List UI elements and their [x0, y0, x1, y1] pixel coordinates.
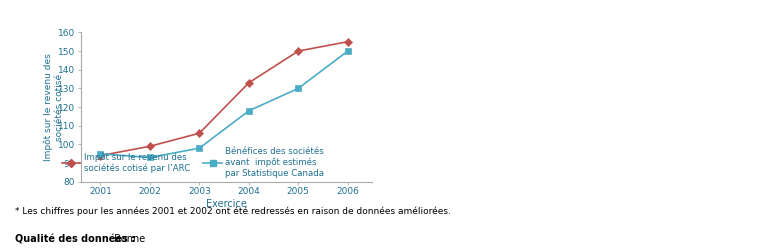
Text: * Les chiffres pour les années 2001 et 2002 ont été redressés en raison de donné: * Les chiffres pour les années 2001 et 2… [15, 207, 452, 216]
X-axis label: Exercice: Exercice [206, 199, 247, 209]
Legend: Impôt sur le revenu des
sociétés cotisé par l’ARC, Bénéfices des sociétés
avant : Impôt sur le revenu des sociétés cotisé … [58, 144, 328, 181]
Text: Bonne: Bonne [111, 234, 146, 244]
Text: Qualité des données :: Qualité des données : [15, 234, 135, 244]
Y-axis label: Impôt sur le revenu des
sociétés cotisé: Impôt sur le revenu des sociétés cotisé [44, 53, 64, 161]
